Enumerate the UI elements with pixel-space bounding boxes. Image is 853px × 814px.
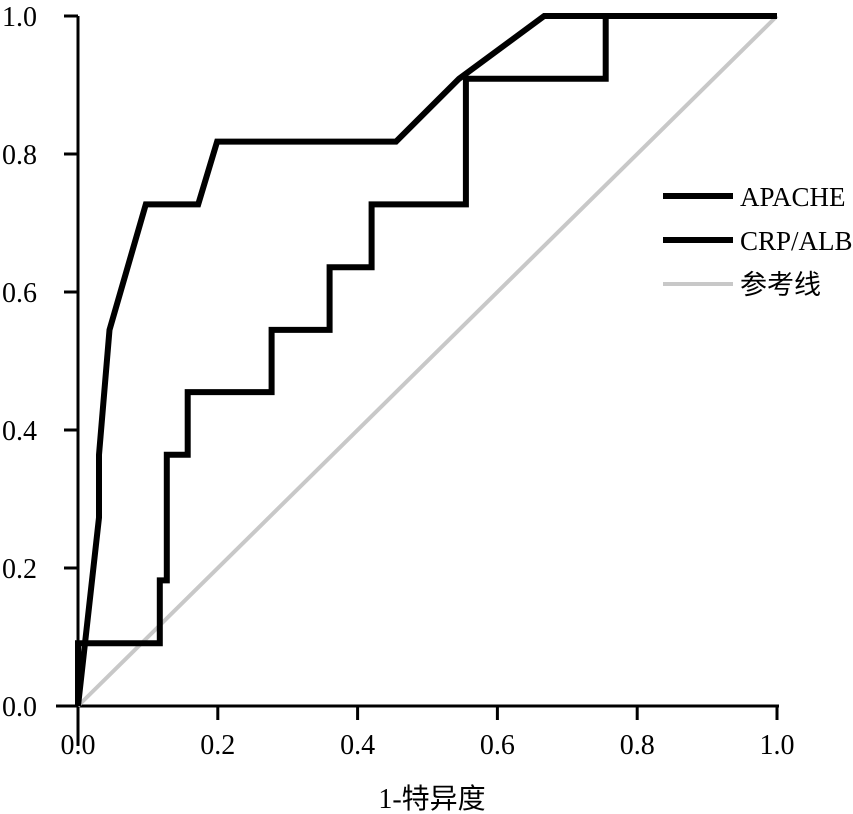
x-tick-label: 1.0 [760,730,795,761]
y-tick-label: 0.4 [2,416,37,447]
x-tick-label: 0.8 [620,730,655,761]
y-tick-label: 0.0 [2,692,37,723]
y-tick-label: 0.6 [2,278,37,309]
legend-label: 参考线 [740,270,821,300]
x-axis-label: 1-特异度 [378,783,485,814]
y-tick-label: 0.8 [2,140,37,171]
x-tick-label: 0.6 [480,730,515,761]
y-tick-label: 0.2 [2,554,37,585]
x-tick-label: 0.2 [200,730,235,761]
legend-label: CRP/ALB [740,226,853,256]
legend-label: APACHE [740,182,846,212]
y-tick-label: 1.0 [2,2,37,33]
series-line-apache [75,13,777,707]
x-tick-label: 0.4 [340,730,375,761]
x-tick-label: 0.0 [61,730,96,761]
series-line-crp-alb [75,13,777,706]
series-line-- [76,14,779,708]
